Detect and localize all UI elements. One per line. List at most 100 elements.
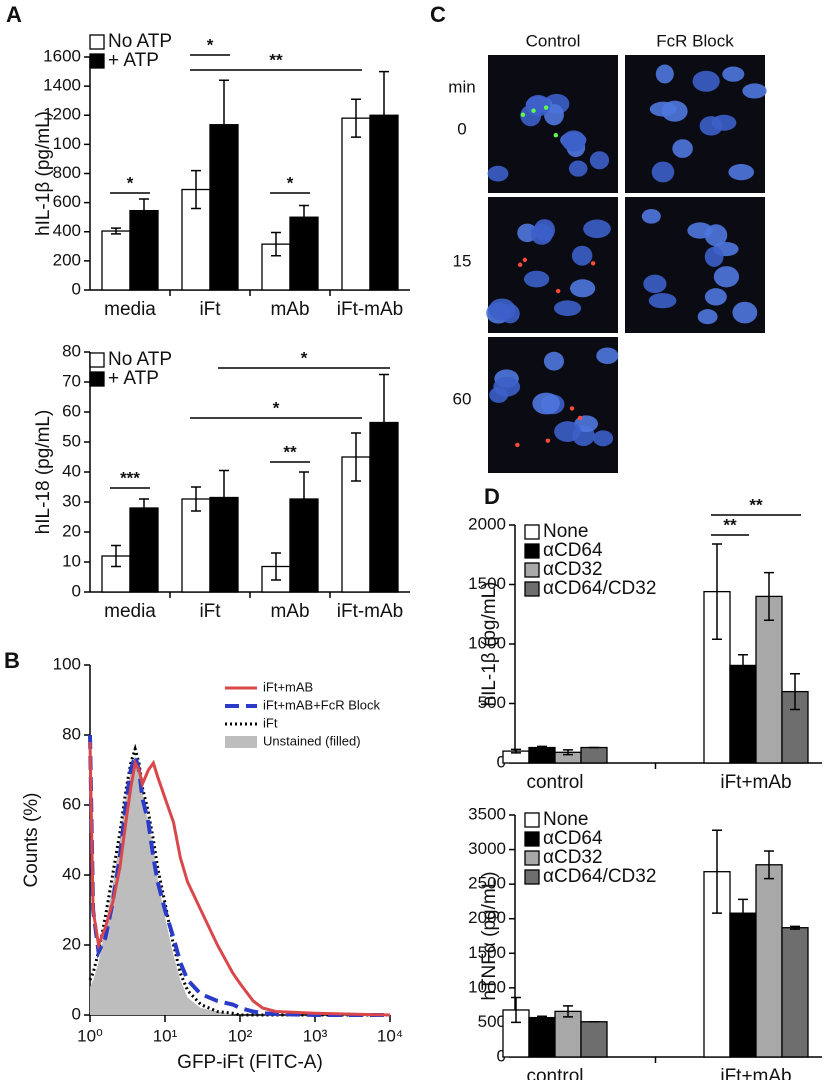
bacterium <box>517 262 523 267</box>
error-bar <box>790 673 800 711</box>
y-tick-label: 2500 <box>468 874 506 893</box>
cell-nucleus <box>570 279 596 298</box>
error-bar <box>712 829 722 914</box>
legend-swatch <box>524 543 540 559</box>
y-tick-label: 1200 <box>43 105 81 124</box>
legend-label: αCD64/CD32 <box>543 866 656 887</box>
legend-label: αCD64 <box>543 828 603 849</box>
y-tick-label: 0 <box>497 752 506 771</box>
bar <box>181 498 211 593</box>
y-tick-label: 0 <box>72 1004 81 1023</box>
error-bar <box>351 432 361 482</box>
y-tick-label: 1000 <box>468 977 506 996</box>
bacterium <box>520 112 526 117</box>
error-bar <box>537 1015 547 1020</box>
legend-label: αCD32 <box>543 559 603 580</box>
cell-nucleus <box>711 114 737 131</box>
bar <box>101 230 131 291</box>
y-tick-label: 60 <box>62 794 81 813</box>
bar <box>528 1016 556 1058</box>
error-bar <box>191 486 201 512</box>
cell-nucleus <box>554 421 582 442</box>
line <box>88 741 391 1017</box>
bacterium <box>543 105 549 110</box>
legend-label: No ATP <box>108 349 172 370</box>
error-bar <box>738 898 748 928</box>
error-bar <box>299 471 309 527</box>
legend-swatch <box>524 831 540 847</box>
y-axis-label: Counts (%) <box>21 792 42 887</box>
bar <box>703 590 731 764</box>
significance-label: * <box>287 173 294 192</box>
bar <box>580 746 608 764</box>
error-bar <box>351 98 361 138</box>
significance-label: * <box>127 173 134 192</box>
error-bar <box>563 749 573 756</box>
bacterium <box>555 288 561 294</box>
legend-swatch <box>524 562 540 578</box>
y-tick-label: 500 <box>478 693 506 712</box>
significance-label: * <box>301 348 308 367</box>
error-bar <box>219 79 229 170</box>
legend-swatch <box>524 524 540 540</box>
error-bar <box>563 1005 573 1018</box>
cell-nucleus <box>487 165 509 182</box>
significance-label: ** <box>723 515 737 534</box>
cell-nucleus <box>561 130 586 152</box>
error-bar <box>111 544 121 568</box>
error-bar <box>219 469 229 526</box>
legend-label: Unstained (filled) <box>263 733 361 748</box>
error-bar <box>537 745 547 750</box>
x-tick-label: media <box>104 601 156 622</box>
significance-label: ** <box>283 442 297 461</box>
legend-swatch <box>89 34 105 50</box>
error-bar <box>764 571 774 621</box>
bacterium <box>522 257 528 263</box>
bar <box>209 496 239 593</box>
x-tick-label: iFt+mAb <box>720 772 791 793</box>
bar <box>755 864 783 1058</box>
y-tick-label: 2000 <box>468 514 506 533</box>
x-tick-label: iFt <box>199 601 221 622</box>
bacterium <box>545 438 551 443</box>
legend-label: iFt+mAB <box>263 679 313 694</box>
cell-nucleus <box>672 139 693 158</box>
bar <box>341 117 371 291</box>
x-tick-label: 10² <box>228 1026 253 1045</box>
cell-nucleus <box>697 309 718 325</box>
significance-label: ** <box>269 50 283 69</box>
y-tick-label: 20 <box>62 934 81 953</box>
bar <box>781 927 809 1058</box>
error-bar <box>379 70 389 160</box>
cell-nucleus <box>742 83 767 99</box>
cell-nucleus <box>596 347 619 364</box>
y-tick-label: 0 <box>497 1046 506 1065</box>
legend-label: αCD32 <box>543 847 603 868</box>
row-label: 60 <box>453 389 472 408</box>
y-tick-label: 1000 <box>468 633 506 652</box>
column-label: Control <box>526 31 581 50</box>
panel-label: B <box>4 648 20 673</box>
y-tick-label: 80 <box>62 341 81 360</box>
cell-nucleus <box>493 376 521 397</box>
legend-swatch <box>89 53 105 69</box>
error-bar <box>790 925 800 930</box>
row-label: 15 <box>453 251 472 270</box>
error-bar <box>511 748 521 754</box>
y-axis-label: hIL-18 (pg/mL) <box>33 410 54 535</box>
cell-nucleus <box>704 288 727 306</box>
y-tick-label: 50 <box>62 431 81 450</box>
x-tick-label: 10¹ <box>153 1026 178 1045</box>
x-tick-label: control <box>526 772 583 793</box>
legend-label: + ATP <box>108 368 159 389</box>
cell-nucleus <box>692 70 720 92</box>
legend-swatch <box>89 371 105 387</box>
cell-nucleus <box>651 161 675 183</box>
legend-swatch <box>524 850 540 866</box>
y-axis-label: hIL-1β (pg/mL) <box>479 582 500 707</box>
legend-swatch <box>524 581 540 597</box>
y-tick-label: 1500 <box>468 943 506 962</box>
bar <box>369 114 399 291</box>
y-tick-label: 1600 <box>43 46 81 65</box>
y-tick-label: 40 <box>62 864 81 883</box>
